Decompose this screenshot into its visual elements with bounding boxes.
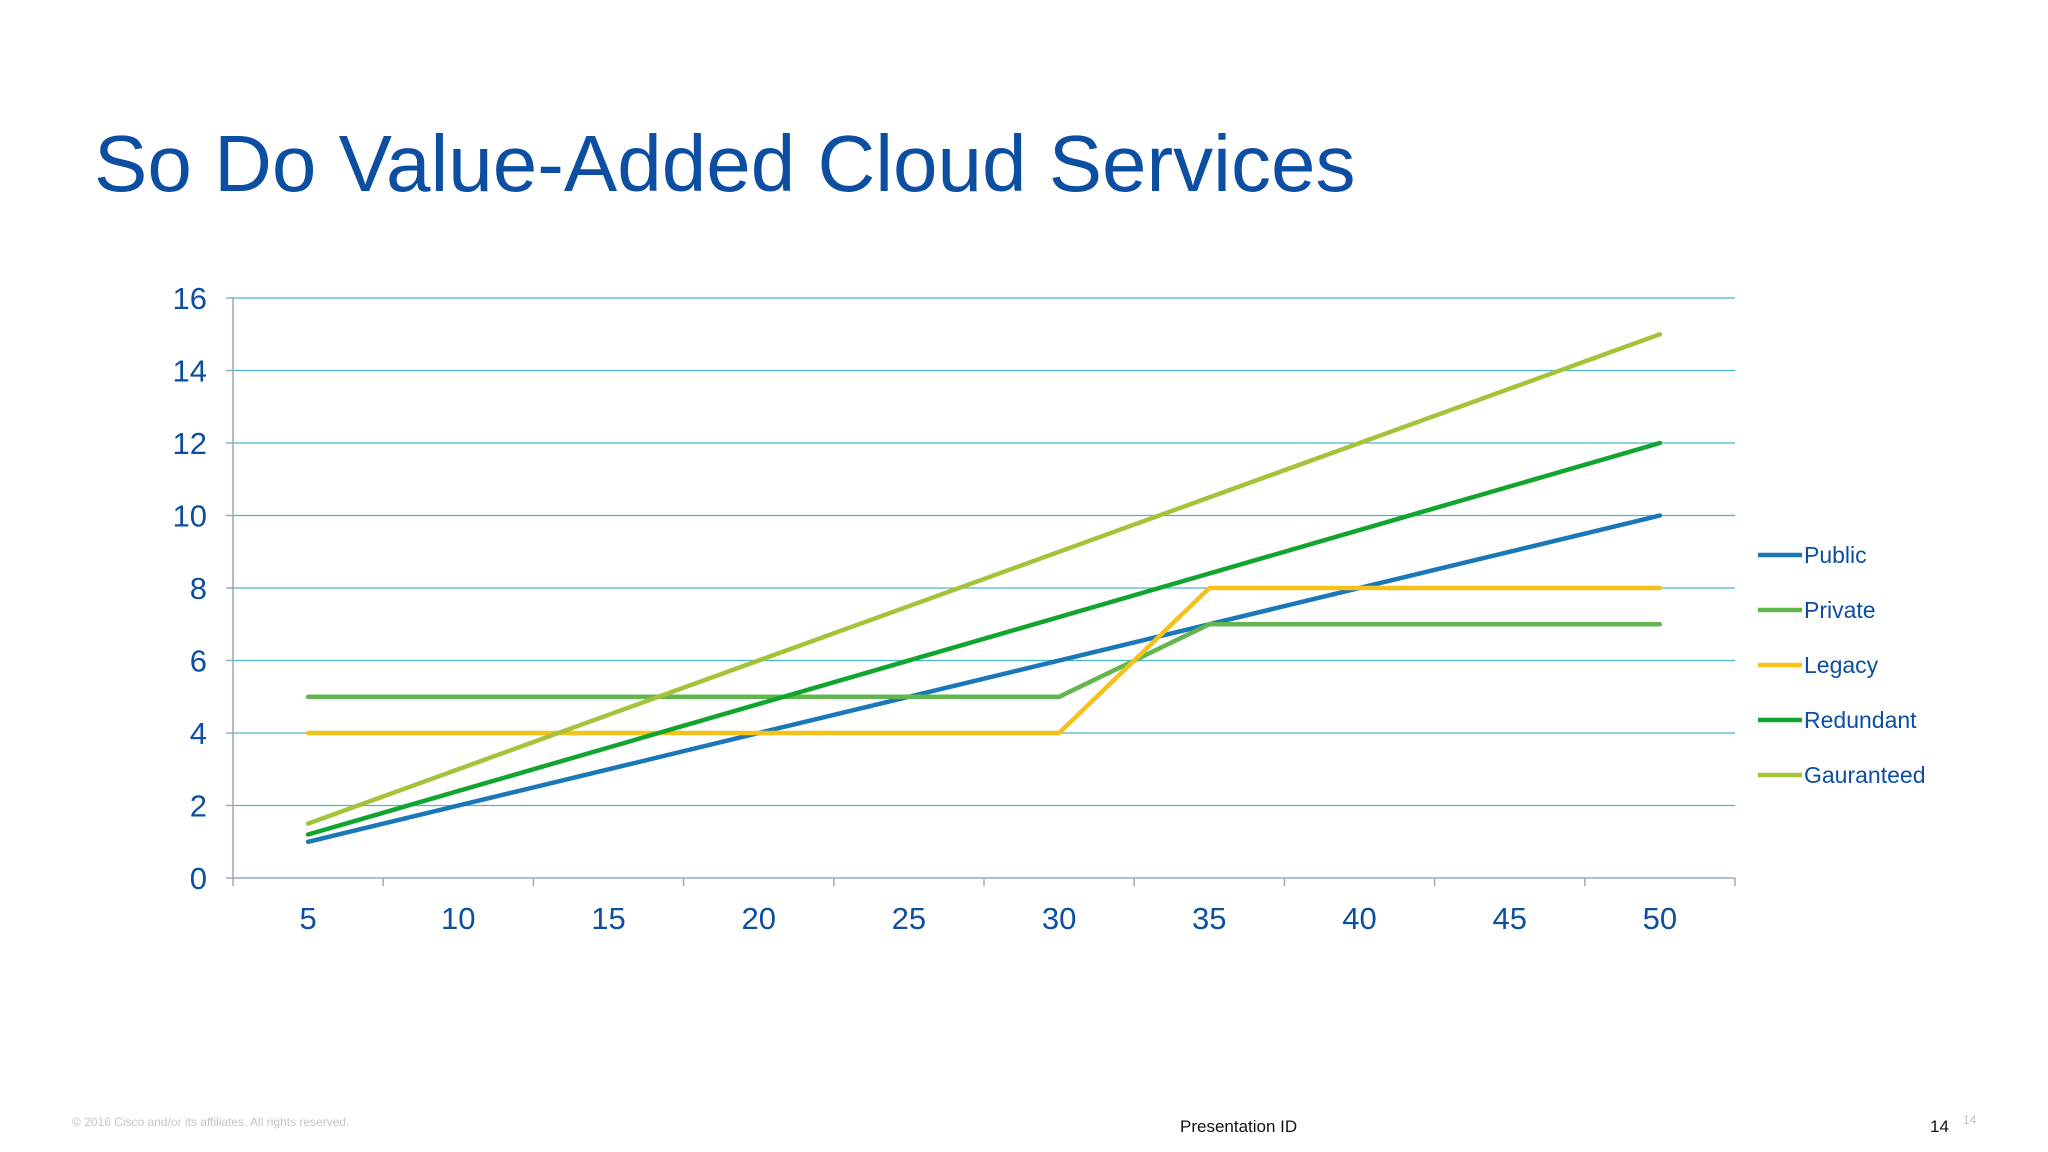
x-tick-label: 15	[591, 901, 625, 936]
tick-labels: 0 2 4 6 8 10 12 14 16 5 10 15 20 25 30 35 40 45 50	[173, 281, 1678, 936]
series-lines	[305, 332, 1663, 845]
axes	[226, 297, 1736, 886]
series-line-gauranteed	[305, 332, 1663, 826]
x-tick-label: 5	[299, 901, 316, 936]
y-tick-label: 6	[190, 644, 207, 679]
y-tick-label: 14	[173, 354, 207, 389]
legend-label-public: Public	[1804, 542, 1867, 568]
x-tick-label: 50	[1643, 901, 1677, 936]
legend: Public Private Legacy Redundant Gauranteed	[1758, 542, 1925, 788]
x-tick-label: 45	[1492, 901, 1526, 936]
x-tick-label: 20	[741, 901, 775, 936]
x-tick-label: 10	[441, 901, 475, 936]
y-tick-label: 10	[173, 499, 207, 534]
legend-label-gauranteed: Gauranteed	[1804, 762, 1925, 788]
y-tick-label: 12	[173, 426, 207, 461]
copyright-text: © 2016 Cisco and/or its affiliates. All …	[72, 1115, 350, 1129]
presentation-id: Presentation ID	[1180, 1117, 1298, 1136]
slide-title: So Do Value-Added Cloud Services	[94, 119, 1356, 208]
legend-label-redundant: Redundant	[1804, 707, 1917, 733]
x-tick-label: 35	[1192, 901, 1226, 936]
y-tick-label: 4	[190, 716, 207, 751]
page-number: 14	[1930, 1117, 1949, 1136]
legend-label-legacy: Legacy	[1804, 652, 1879, 678]
page-number-small: 14	[1963, 1113, 1977, 1127]
series-line-redundant	[305, 440, 1663, 837]
series-line-public	[305, 513, 1663, 845]
series-line-legacy	[305, 585, 1663, 736]
x-tick-label: 30	[1042, 901, 1076, 936]
x-tick-label: 40	[1342, 901, 1376, 936]
y-tick-label: 0	[190, 861, 207, 896]
y-tick-label: 16	[173, 281, 207, 316]
y-tick-label: 2	[190, 789, 207, 824]
x-tick-label: 25	[892, 901, 926, 936]
legend-label-private: Private	[1804, 597, 1876, 623]
y-tick-label: 8	[190, 571, 207, 606]
